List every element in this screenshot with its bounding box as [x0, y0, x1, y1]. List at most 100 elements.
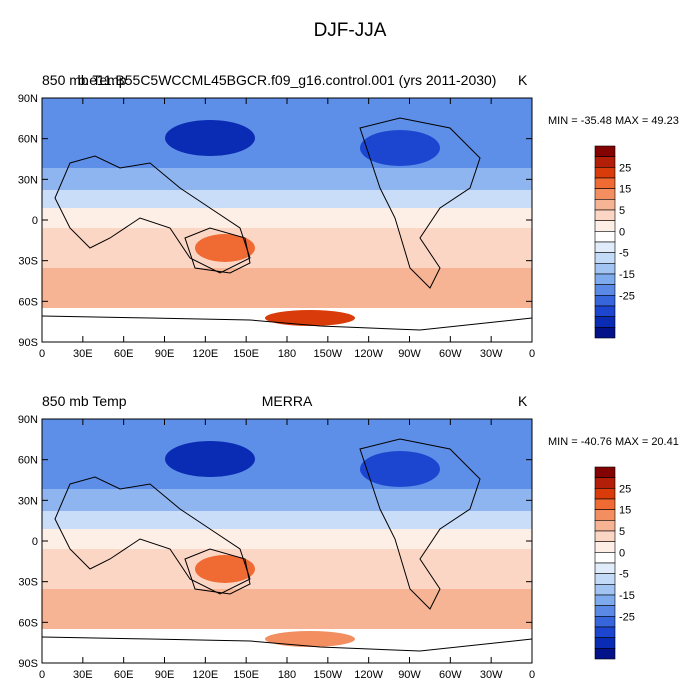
lat-tick-label: 90N [18, 93, 38, 105]
panel-minmax: MIN = -35.48 MAX = 49.23 [548, 115, 679, 127]
colorbar-swatch [594, 498, 616, 510]
lon-tick-label: 60W [439, 348, 462, 360]
warm-core-australia [195, 234, 255, 262]
lon-tick-label: 0 [529, 669, 535, 681]
colorbar-swatch [594, 616, 616, 628]
coastline-australia [184, 548, 251, 595]
lat-tick-label: 30N [18, 174, 38, 186]
lon-tick-label: 60W [439, 669, 462, 681]
band-cold [42, 419, 532, 489]
colorbar-label: 25 [619, 162, 631, 174]
colorbar-label: 5 [619, 526, 625, 538]
colorbar-swatch [594, 295, 616, 307]
band-mild [42, 190, 532, 208]
colorbar: 25 15 5 0 -5 -15 -25 [594, 145, 635, 339]
colorbar-label: -25 [619, 290, 635, 302]
colorbar-swatch [594, 199, 616, 211]
colorbar-label: 0 [619, 547, 625, 559]
colorbar-label: -5 [619, 248, 629, 260]
coastline-antarctica [41, 636, 533, 652]
lon-tick-label: 120W [354, 669, 383, 681]
panel-minmax: MIN = -40.76 MAX = 20.41 [548, 436, 679, 448]
lat-tick-label: 90S [18, 658, 38, 670]
band-cool [42, 168, 532, 190]
coastline-americas [359, 117, 481, 289]
cold-core-america [360, 130, 440, 166]
colorbar-swatch [594, 305, 616, 317]
colorbar-swatch [594, 466, 616, 478]
colorbar-swatch [594, 573, 616, 585]
lat-tick-label: 0 [32, 215, 38, 227]
band-cold [42, 98, 532, 168]
colorbar-label: 15 [619, 184, 631, 196]
colorbar-swatch [594, 209, 616, 221]
colorbar-swatch [594, 477, 616, 489]
band-warm [42, 549, 532, 589]
colorbar-swatch [594, 167, 616, 179]
lon-tick-label: 60E [114, 348, 134, 360]
lat-tick-label: 30S [18, 577, 38, 589]
colorbar-swatch [594, 156, 616, 168]
figure-title: DJF-JJA [313, 20, 387, 41]
panel-variable-label: 850 mb Temp [42, 393, 127, 409]
lon-tick-label: 30E [73, 348, 93, 360]
panel-units-label: K [518, 393, 528, 409]
lon-tick-label: 60E [114, 669, 134, 681]
lat-tick-label: 60S [18, 617, 38, 629]
band-warm [42, 228, 532, 268]
cold-core-siberia [165, 120, 255, 156]
lon-tick-label: 180 [278, 669, 296, 681]
lon-tick-label: 0 [39, 669, 45, 681]
lat-tick-label: 60S [18, 296, 38, 308]
lon-tick-label: 90E [155, 348, 175, 360]
lat-tick-label: 30N [18, 495, 38, 507]
colorbar-label: 5 [619, 205, 625, 217]
colorbar-label: -25 [619, 611, 635, 623]
colorbar-swatch [594, 509, 616, 521]
panel-case-label: b.e11.B55C5WCCML45BGCR.f09_g16.control.0… [77, 72, 497, 88]
lat-tick-label: 90N [18, 414, 38, 426]
lon-tick-label: 0 [39, 348, 45, 360]
cold-core-america [360, 451, 440, 487]
lon-tick-label: 120E [192, 669, 218, 681]
colorbar-swatch [594, 552, 616, 564]
colorbar-swatch [594, 594, 616, 606]
colorbar-swatch [594, 316, 616, 328]
coastline-eurasia-africa [54, 476, 251, 595]
colorbar-swatch [594, 252, 616, 264]
colorbar-swatch [594, 584, 616, 596]
lon-tick-label: 90W [398, 348, 421, 360]
colorbar-swatch [594, 273, 616, 285]
coastline-australia [184, 227, 251, 274]
colorbar-swatch [594, 263, 616, 275]
lon-tick-label: 180 [278, 348, 296, 360]
panel-merra: 850 mb Temp MERRA K MIN = -40.76 MAX = 2… [0, 389, 700, 689]
lon-tick-label: 90W [398, 669, 421, 681]
panel-model: 850 mb Temp b.e11.B55C5WCCML45BGCR.f09_g… [0, 68, 700, 368]
colorbar-swatch [594, 241, 616, 253]
colorbar-swatch [594, 520, 616, 532]
coastline-eurasia-africa [54, 155, 251, 274]
band-mild [42, 511, 532, 529]
warm-core-antarctica [265, 310, 355, 326]
colorbar-swatch [594, 541, 616, 553]
lon-tick-label: 30W [480, 669, 503, 681]
band-neutral [42, 529, 532, 549]
colorbar-label: 0 [619, 226, 625, 238]
cold-core-siberia [165, 441, 255, 477]
lon-tick-label: 0 [529, 348, 535, 360]
colorbar-swatch [594, 220, 616, 232]
colorbar-swatch [594, 188, 616, 200]
lat-tick-label: 60N [18, 134, 38, 146]
colorbar-swatch [594, 605, 616, 617]
lat-tick-label: 0 [32, 536, 38, 548]
panel-variable-label: 850 mb Temp [42, 72, 127, 88]
colorbar-swatch [594, 637, 616, 649]
colorbar-swatch [594, 626, 616, 638]
colorbar-swatch [594, 562, 616, 574]
band-warmer [42, 589, 532, 629]
coastline-americas [359, 438, 481, 610]
